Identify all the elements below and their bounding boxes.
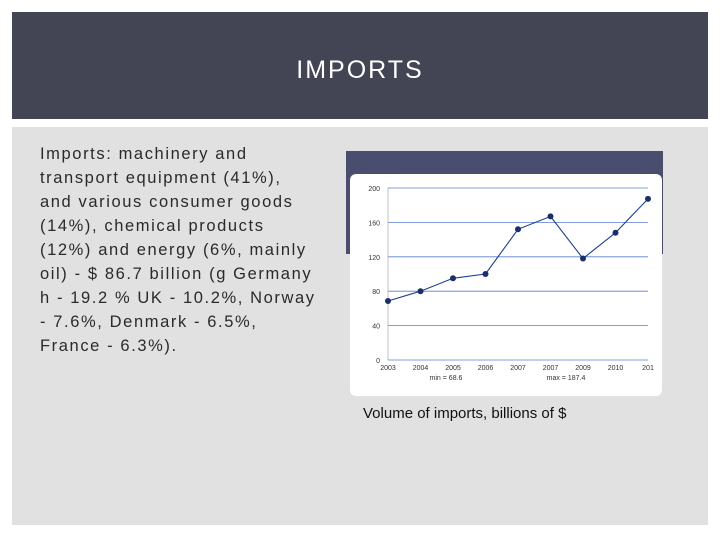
data-point: [417, 288, 424, 295]
data-point: [547, 213, 554, 220]
data-point: [645, 195, 651, 202]
x-tick-label: 2005: [445, 365, 461, 372]
y-tick-label: 160: [368, 220, 380, 227]
y-tick-label: 80: [372, 289, 380, 296]
y-tick-label: 120: [368, 255, 380, 262]
y-tick-label: 0: [376, 358, 380, 365]
x-tick-label: 2004: [413, 365, 429, 372]
imports-series-line: [387, 198, 649, 302]
chart-caption: Volume of imports, billions of $: [363, 405, 567, 422]
x-tick-label: 2006: [478, 365, 494, 372]
title-bar: [12, 12, 708, 119]
chart-annotation: max = 187.4: [547, 375, 586, 382]
y-tick-label: 40: [372, 324, 380, 331]
x-tick-label: 2003: [380, 365, 396, 372]
x-tick-label: 2007: [510, 365, 526, 372]
x-tick-label: 201: [642, 365, 654, 372]
page-title: IMPORTS: [296, 56, 424, 84]
data-point: [580, 255, 586, 262]
data-point: [612, 229, 619, 236]
x-tick-label: 2007: [543, 365, 559, 372]
y-tick-label: 200: [368, 186, 380, 193]
body-text: Imports: machinery and transport equipme…: [40, 145, 316, 355]
chart-frame: [350, 174, 662, 396]
imports-line-chart: 0 40 80 120 160 200 2003 2004 2005 2006 2007 2007 20…: [368, 186, 654, 382]
chart-annotation: min = 68.6: [430, 375, 463, 382]
x-tick-label: 2010: [608, 365, 624, 372]
data-point: [482, 271, 489, 277]
data-point: [385, 298, 391, 305]
x-tick-label: 2009: [575, 365, 591, 372]
data-point: [450, 275, 456, 282]
data-point: [515, 226, 521, 233]
